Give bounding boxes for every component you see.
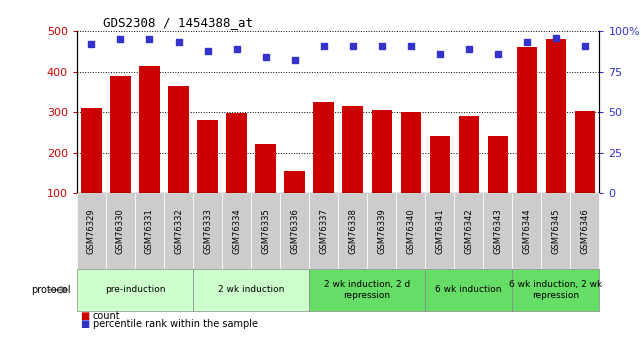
Point — [551, 35, 561, 40]
Bar — [285, 171, 304, 193]
Point — [319, 43, 329, 48]
Text: 6 wk induction, 2 wk
repression: 6 wk induction, 2 wk repression — [509, 280, 603, 299]
Point — [173, 40, 183, 45]
Bar — [139, 66, 160, 193]
Text: GSM76331: GSM76331 — [145, 208, 154, 254]
Point — [260, 54, 271, 60]
Point — [435, 51, 445, 57]
Bar — [313, 102, 334, 193]
Text: GSM76333: GSM76333 — [203, 208, 212, 254]
Bar — [169, 86, 188, 193]
Text: GSM76339: GSM76339 — [377, 208, 386, 254]
Text: GSM76335: GSM76335 — [261, 208, 270, 254]
Text: count: count — [93, 311, 121, 321]
Bar — [81, 108, 101, 193]
Bar — [575, 110, 595, 193]
Text: GSM76343: GSM76343 — [494, 208, 503, 254]
Bar — [342, 106, 363, 193]
Text: 2 wk induction: 2 wk induction — [218, 285, 284, 294]
Bar — [255, 144, 276, 193]
Text: GSM76341: GSM76341 — [435, 208, 444, 254]
Text: GSM76345: GSM76345 — [551, 208, 560, 254]
Point — [522, 40, 532, 45]
Bar — [226, 113, 247, 193]
Point — [144, 37, 154, 42]
Text: GSM76346: GSM76346 — [580, 208, 589, 254]
Bar — [197, 120, 218, 193]
Bar — [110, 76, 131, 193]
Text: ■: ■ — [80, 319, 89, 329]
Bar — [517, 47, 537, 193]
Point — [87, 41, 97, 47]
Text: 6 wk induction: 6 wk induction — [435, 285, 502, 294]
Bar — [458, 116, 479, 193]
Point — [493, 51, 503, 57]
Bar — [429, 136, 450, 193]
Text: ■: ■ — [80, 311, 89, 321]
Text: GSM76342: GSM76342 — [464, 208, 473, 254]
Point — [231, 46, 242, 52]
Point — [579, 43, 590, 48]
Text: GDS2308 / 1454388_at: GDS2308 / 1454388_at — [103, 16, 253, 29]
Point — [115, 37, 126, 42]
Text: GSM76344: GSM76344 — [522, 208, 531, 254]
Bar — [545, 39, 566, 193]
Text: GSM76340: GSM76340 — [406, 208, 415, 254]
Point — [290, 58, 300, 63]
Text: 2 wk induction, 2 d
repression: 2 wk induction, 2 d repression — [324, 280, 410, 299]
Text: GSM76336: GSM76336 — [290, 208, 299, 254]
Bar — [401, 112, 421, 193]
Text: GSM76338: GSM76338 — [348, 208, 357, 254]
Text: GSM76332: GSM76332 — [174, 208, 183, 254]
Point — [463, 46, 474, 52]
Text: percentile rank within the sample: percentile rank within the sample — [93, 319, 258, 329]
Text: GSM76330: GSM76330 — [116, 208, 125, 254]
Point — [203, 48, 213, 53]
Text: GSM76334: GSM76334 — [232, 208, 241, 254]
Text: GSM76329: GSM76329 — [87, 208, 96, 254]
Point — [347, 43, 358, 48]
Point — [376, 43, 387, 48]
Point — [406, 43, 416, 48]
Text: pre-induction: pre-induction — [104, 285, 165, 294]
Text: protocol: protocol — [31, 285, 71, 295]
Bar — [372, 110, 392, 193]
Bar — [488, 136, 508, 193]
Text: GSM76337: GSM76337 — [319, 208, 328, 254]
